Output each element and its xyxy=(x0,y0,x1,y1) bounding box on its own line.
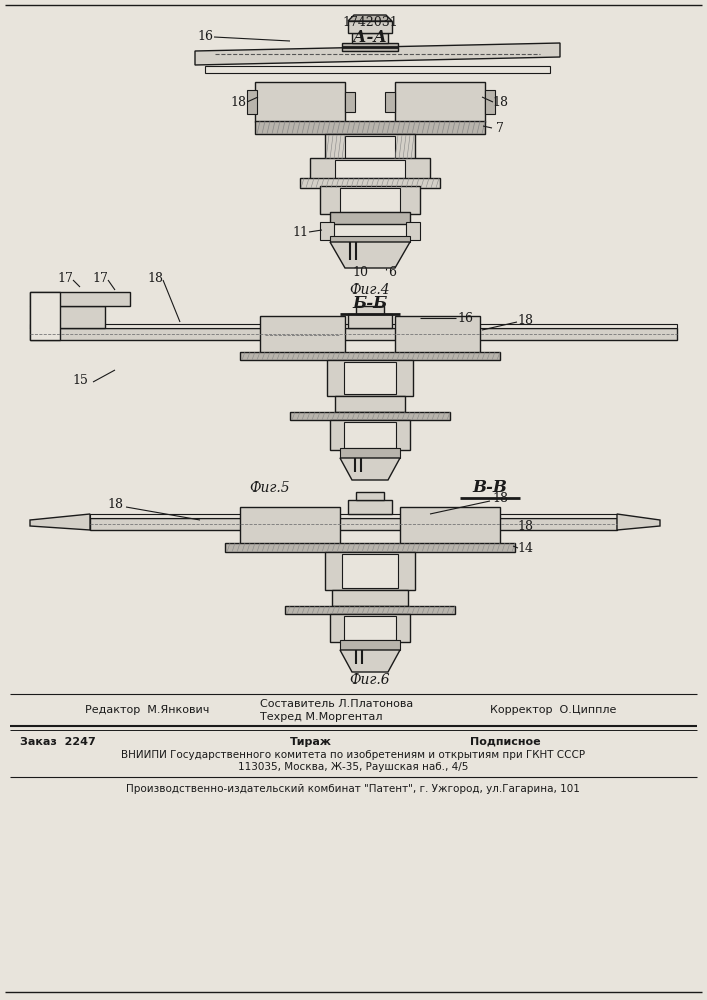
Bar xyxy=(356,306,384,314)
Polygon shape xyxy=(330,242,410,268)
Bar xyxy=(395,316,480,354)
Bar xyxy=(320,186,420,214)
Bar xyxy=(30,324,677,328)
Bar xyxy=(30,292,130,306)
Bar xyxy=(30,328,677,340)
Text: Производственно-издательский комбинат "Патент", г. Ужгород, ул.Гагарина, 101: Производственно-издательский комбинат "П… xyxy=(126,784,580,794)
Bar xyxy=(330,212,410,224)
Text: 7: 7 xyxy=(496,121,504,134)
Text: Заказ  2247: Заказ 2247 xyxy=(20,737,95,747)
Text: 18: 18 xyxy=(230,96,246,108)
Bar xyxy=(342,43,398,51)
Text: А-А: А-А xyxy=(353,28,387,45)
Bar xyxy=(348,21,392,33)
Text: Фиг.6: Фиг.6 xyxy=(350,673,390,687)
Bar xyxy=(340,640,400,650)
Text: 18: 18 xyxy=(517,520,533,534)
Bar xyxy=(385,92,395,112)
Bar xyxy=(344,422,396,448)
Bar xyxy=(90,518,617,530)
Bar xyxy=(344,362,396,394)
Bar xyxy=(255,82,345,122)
Bar xyxy=(340,188,400,212)
Text: 1742031: 1742031 xyxy=(342,15,398,28)
Polygon shape xyxy=(340,650,400,672)
Bar xyxy=(320,222,334,240)
Bar xyxy=(345,92,355,112)
Bar xyxy=(325,134,415,160)
Text: 15: 15 xyxy=(72,373,88,386)
Bar xyxy=(260,316,345,354)
Bar xyxy=(352,33,388,43)
Text: Фиг.4: Фиг.4 xyxy=(350,283,390,297)
Text: Составитель Л.Платонова: Составитель Л.Платонова xyxy=(260,699,414,709)
Polygon shape xyxy=(30,514,90,530)
Bar xyxy=(327,360,413,396)
Bar xyxy=(485,90,495,114)
Bar xyxy=(290,412,450,420)
Text: 113035, Москва, Ж-35, Раушская наб., 4/5: 113035, Москва, Ж-35, Раушская наб., 4/5 xyxy=(238,762,468,772)
Text: 17: 17 xyxy=(92,271,108,284)
Text: 18: 18 xyxy=(492,96,508,108)
Text: ВНИИПИ Государственного комитета по изобретениям и открытиям при ГКНТ СССР: ВНИИПИ Государственного комитета по изоб… xyxy=(121,750,585,760)
Bar xyxy=(240,352,500,360)
Bar xyxy=(348,500,392,514)
Bar xyxy=(330,420,410,450)
Bar xyxy=(240,507,340,545)
Text: Фиг.5: Фиг.5 xyxy=(250,481,291,495)
Bar xyxy=(348,314,392,328)
Bar xyxy=(330,236,410,242)
Bar xyxy=(406,222,420,240)
Bar xyxy=(300,178,440,188)
Bar xyxy=(395,82,485,122)
Text: 16: 16 xyxy=(457,312,473,324)
Bar xyxy=(345,136,395,158)
Bar xyxy=(344,616,396,640)
Bar xyxy=(340,448,400,458)
Text: Подписное: Подписное xyxy=(470,737,541,747)
Polygon shape xyxy=(340,458,400,480)
Bar xyxy=(332,590,408,606)
Bar xyxy=(90,514,617,518)
Bar xyxy=(255,121,485,134)
Text: Техред М.Моргентал: Техред М.Моргентал xyxy=(260,712,382,722)
Bar xyxy=(330,614,410,642)
Bar xyxy=(335,160,405,178)
Bar xyxy=(225,543,515,552)
Polygon shape xyxy=(617,514,660,530)
Polygon shape xyxy=(195,43,560,65)
Text: 16: 16 xyxy=(197,30,213,43)
Text: 14: 14 xyxy=(517,542,533,554)
Text: 18: 18 xyxy=(147,271,163,284)
Text: Корректор  О.Циппле: Корректор О.Циппле xyxy=(490,705,617,715)
Text: 18: 18 xyxy=(517,314,533,326)
Text: Редактор  М.Янкович: Редактор М.Янкович xyxy=(85,705,209,715)
Text: Тираж: Тираж xyxy=(290,737,332,747)
Text: Б-Б: Б-Б xyxy=(352,294,387,312)
Bar xyxy=(285,606,455,614)
Bar xyxy=(310,158,430,180)
Bar xyxy=(205,66,550,73)
Bar xyxy=(325,552,415,590)
Bar xyxy=(30,306,105,328)
Bar xyxy=(335,396,405,412)
Text: 17: 17 xyxy=(57,271,73,284)
Text: 18: 18 xyxy=(107,498,123,512)
Text: 18: 18 xyxy=(492,491,508,504)
Bar xyxy=(30,292,60,340)
Text: 6: 6 xyxy=(388,265,396,278)
Bar xyxy=(356,492,384,500)
Bar xyxy=(247,90,257,114)
Bar xyxy=(342,554,398,588)
Text: 10: 10 xyxy=(352,265,368,278)
Text: 11: 11 xyxy=(292,226,308,238)
Bar xyxy=(400,507,500,545)
Text: В-В: В-В xyxy=(472,480,508,496)
Polygon shape xyxy=(348,15,392,21)
